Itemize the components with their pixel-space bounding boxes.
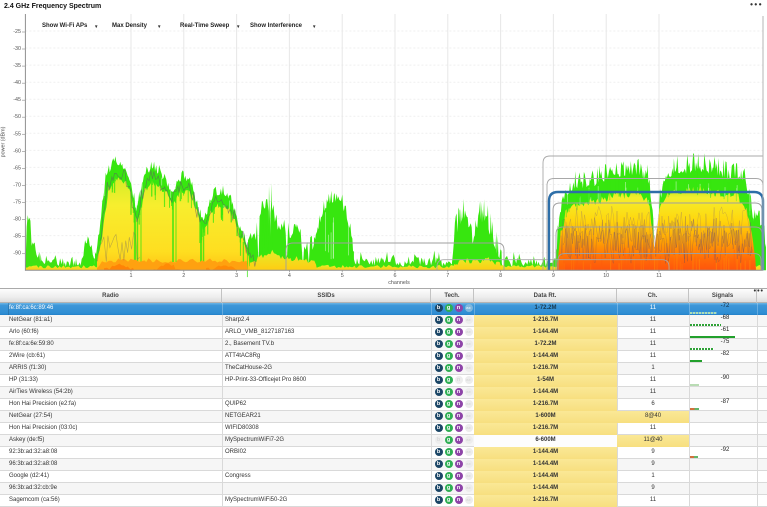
svg-text:-30: -30 (13, 46, 21, 52)
svg-text:9: 9 (552, 273, 555, 279)
svg-text:-55: -55 (13, 131, 21, 137)
svg-text:-25: -25 (13, 29, 21, 35)
svg-text:1: 1 (130, 273, 133, 279)
svg-text:10: 10 (603, 273, 609, 279)
svg-text:5: 5 (341, 273, 344, 279)
svg-text:-65: -65 (13, 165, 21, 171)
svg-text:-60: -60 (13, 148, 21, 154)
svg-text:4: 4 (288, 273, 291, 279)
svg-text:channels: channels (388, 280, 410, 286)
svg-text:11: 11 (656, 273, 662, 279)
svg-text:-40: -40 (13, 80, 21, 86)
svg-text:power (dBm): power (dBm) (1, 126, 7, 157)
svg-text:-35: -35 (13, 63, 21, 69)
svg-text:3: 3 (235, 273, 238, 279)
svg-text:2: 2 (182, 273, 185, 279)
svg-text:-80: -80 (13, 217, 21, 223)
svg-text:-45: -45 (13, 97, 21, 103)
svg-text:-70: -70 (13, 183, 21, 189)
svg-text:6: 6 (394, 273, 397, 279)
svg-text:8: 8 (499, 273, 502, 279)
svg-text:7: 7 (446, 273, 449, 279)
svg-text:-90: -90 (13, 251, 21, 257)
svg-text:-85: -85 (13, 234, 21, 240)
svg-text:-50: -50 (13, 114, 21, 120)
svg-text:-75: -75 (13, 200, 21, 206)
